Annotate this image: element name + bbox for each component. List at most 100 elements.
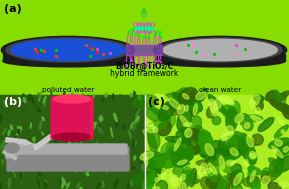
Ellipse shape bbox=[282, 104, 289, 119]
Ellipse shape bbox=[109, 157, 111, 164]
Ellipse shape bbox=[158, 38, 282, 62]
Ellipse shape bbox=[205, 144, 214, 156]
Ellipse shape bbox=[159, 148, 184, 160]
Ellipse shape bbox=[115, 118, 118, 126]
Ellipse shape bbox=[20, 172, 23, 177]
Ellipse shape bbox=[261, 171, 268, 183]
Ellipse shape bbox=[76, 142, 80, 150]
Ellipse shape bbox=[170, 174, 177, 186]
Ellipse shape bbox=[240, 114, 253, 131]
Ellipse shape bbox=[155, 187, 160, 189]
FancyBboxPatch shape bbox=[9, 144, 127, 154]
Ellipse shape bbox=[240, 139, 257, 164]
Ellipse shape bbox=[134, 156, 136, 160]
Ellipse shape bbox=[204, 140, 210, 148]
Ellipse shape bbox=[44, 158, 46, 162]
Ellipse shape bbox=[229, 170, 244, 187]
Ellipse shape bbox=[161, 140, 178, 154]
Ellipse shape bbox=[250, 180, 261, 189]
Ellipse shape bbox=[73, 157, 75, 161]
Bar bbox=[0, 95, 145, 189]
Ellipse shape bbox=[112, 94, 114, 100]
Ellipse shape bbox=[112, 116, 114, 121]
Ellipse shape bbox=[256, 101, 263, 110]
Ellipse shape bbox=[22, 107, 25, 112]
Ellipse shape bbox=[18, 143, 21, 150]
Ellipse shape bbox=[238, 134, 249, 155]
Ellipse shape bbox=[11, 39, 125, 61]
Ellipse shape bbox=[269, 160, 283, 177]
Ellipse shape bbox=[127, 96, 129, 104]
Ellipse shape bbox=[1, 116, 3, 122]
Ellipse shape bbox=[279, 182, 289, 187]
Ellipse shape bbox=[131, 122, 133, 129]
Ellipse shape bbox=[127, 138, 128, 142]
Ellipse shape bbox=[8, 130, 10, 135]
Ellipse shape bbox=[171, 106, 181, 115]
Ellipse shape bbox=[221, 95, 234, 105]
Ellipse shape bbox=[144, 153, 148, 166]
Ellipse shape bbox=[183, 123, 192, 126]
Ellipse shape bbox=[140, 152, 154, 160]
Ellipse shape bbox=[268, 138, 289, 149]
Ellipse shape bbox=[71, 145, 73, 149]
Ellipse shape bbox=[6, 152, 9, 160]
Ellipse shape bbox=[51, 99, 52, 106]
Ellipse shape bbox=[168, 98, 180, 109]
Ellipse shape bbox=[133, 122, 136, 131]
Ellipse shape bbox=[36, 105, 40, 113]
Ellipse shape bbox=[265, 91, 277, 101]
Ellipse shape bbox=[1, 140, 5, 149]
Ellipse shape bbox=[135, 116, 139, 123]
Ellipse shape bbox=[163, 39, 277, 61]
Ellipse shape bbox=[166, 115, 175, 128]
Ellipse shape bbox=[189, 168, 197, 187]
Ellipse shape bbox=[85, 179, 86, 187]
Ellipse shape bbox=[278, 118, 284, 125]
Ellipse shape bbox=[67, 183, 70, 188]
Ellipse shape bbox=[89, 117, 90, 124]
Ellipse shape bbox=[93, 185, 95, 188]
Ellipse shape bbox=[14, 136, 16, 141]
Ellipse shape bbox=[145, 151, 163, 158]
Ellipse shape bbox=[101, 104, 105, 113]
Ellipse shape bbox=[36, 161, 37, 167]
Ellipse shape bbox=[128, 130, 131, 138]
Ellipse shape bbox=[60, 102, 63, 109]
Polygon shape bbox=[155, 54, 285, 61]
Ellipse shape bbox=[46, 150, 47, 156]
Ellipse shape bbox=[36, 104, 38, 107]
Ellipse shape bbox=[206, 177, 230, 189]
Ellipse shape bbox=[90, 152, 92, 157]
Ellipse shape bbox=[16, 132, 18, 137]
Ellipse shape bbox=[206, 160, 219, 182]
Ellipse shape bbox=[277, 142, 289, 156]
Ellipse shape bbox=[179, 182, 186, 189]
Ellipse shape bbox=[162, 168, 166, 179]
Ellipse shape bbox=[99, 182, 101, 185]
Ellipse shape bbox=[142, 173, 155, 189]
Ellipse shape bbox=[2, 128, 6, 135]
Ellipse shape bbox=[54, 151, 56, 157]
Ellipse shape bbox=[255, 108, 260, 113]
Ellipse shape bbox=[143, 130, 146, 135]
Ellipse shape bbox=[145, 122, 153, 127]
Ellipse shape bbox=[188, 134, 200, 155]
Ellipse shape bbox=[38, 93, 43, 102]
Ellipse shape bbox=[30, 123, 31, 129]
Ellipse shape bbox=[97, 184, 99, 189]
Ellipse shape bbox=[19, 128, 22, 132]
Ellipse shape bbox=[134, 128, 136, 134]
Ellipse shape bbox=[227, 173, 238, 185]
Bar bbox=[145, 95, 289, 189]
Ellipse shape bbox=[74, 161, 75, 164]
Ellipse shape bbox=[216, 154, 231, 173]
FancyBboxPatch shape bbox=[51, 97, 93, 139]
Ellipse shape bbox=[116, 185, 119, 189]
Ellipse shape bbox=[55, 139, 57, 143]
Ellipse shape bbox=[77, 183, 80, 187]
Ellipse shape bbox=[91, 105, 93, 110]
Ellipse shape bbox=[88, 150, 90, 156]
Ellipse shape bbox=[29, 149, 32, 152]
Ellipse shape bbox=[66, 145, 69, 150]
